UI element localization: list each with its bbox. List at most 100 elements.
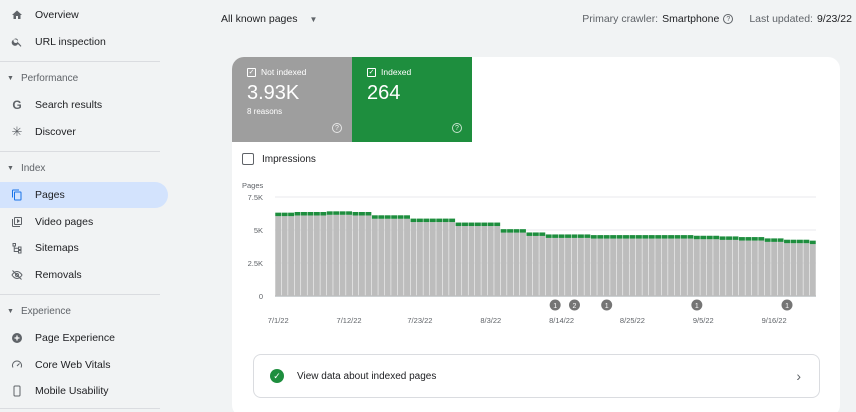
metric-value: 264 [367, 82, 401, 104]
divider [0, 61, 160, 62]
sidebar-item-url-inspection[interactable]: URL inspection [0, 29, 168, 55]
help-icon[interactable]: ? [723, 14, 734, 24]
bar-not-indexed [745, 240, 752, 296]
sidebar-item-core-web-vitals[interactable]: Core Web Vitals [0, 352, 168, 378]
bar-indexed [668, 235, 675, 239]
bar-indexed [771, 238, 778, 242]
help-icon[interactable]: ? [332, 123, 342, 133]
view-indexed-data-button[interactable]: ✓ View data about indexed pages › [253, 354, 820, 398]
bar-not-indexed [429, 222, 436, 296]
bar-not-indexed [571, 237, 578, 296]
bar-not-indexed [784, 243, 790, 296]
checkbox-checked-icon[interactable]: ✓ [367, 67, 376, 77]
bar-not-indexed [687, 238, 694, 296]
bar-indexed [719, 236, 726, 240]
caret-down-icon: ▼ [7, 307, 14, 315]
bar-not-indexed [507, 232, 514, 296]
metric-sub: 8 reasons [247, 107, 283, 116]
sidebar-item-mobile-usability[interactable]: Mobile Usability [0, 378, 168, 404]
bar-indexed [681, 235, 687, 239]
bar-not-indexed [449, 222, 456, 296]
bar-indexed [565, 234, 572, 238]
bar-not-indexed [771, 241, 778, 296]
sidebar-item-page-experience[interactable]: Page Experience [0, 325, 168, 351]
bar-indexed [313, 211, 320, 216]
search-icon [10, 35, 24, 49]
view-data-label: View data about indexed pages [297, 370, 437, 382]
bar-indexed [706, 235, 713, 240]
bar-indexed [552, 234, 559, 238]
bar-indexed [603, 235, 610, 239]
bar-indexed [610, 235, 617, 239]
bar-not-indexed [777, 241, 784, 296]
phone-icon [10, 384, 24, 398]
bar-indexed [732, 236, 739, 240]
sidebar-item-overview[interactable]: Overview [0, 2, 168, 28]
chevron-right-icon: › [796, 368, 801, 384]
bar-indexed [661, 235, 668, 239]
bar-indexed [365, 211, 372, 216]
bar-indexed [558, 234, 565, 238]
sidebar-item-search-results[interactable]: G Search results [0, 92, 168, 118]
checkbox-unchecked-icon[interactable] [242, 153, 254, 165]
x-tick-label: 7/1/22 [268, 316, 289, 325]
bar-indexed [294, 211, 301, 216]
bar-not-indexed [391, 218, 398, 296]
bar-indexed [442, 218, 449, 223]
google-g-icon: G [12, 98, 22, 112]
bar-indexed [693, 235, 700, 240]
impressions-toggle[interactable]: Impressions [242, 153, 316, 165]
pages-chart: 1 2 1 1 1 Pages 0 2.5K 5K 7.5K 7/1/22 7/12/22 7/23/… [242, 181, 816, 325]
annotation-marker [549, 299, 561, 311]
bar-not-indexed [700, 239, 707, 296]
section-index[interactable]: ▼ Index [0, 158, 168, 178]
bar-not-indexed [526, 235, 533, 296]
x-tick-label: 9/5/22 [693, 316, 714, 325]
sidebar-item-sitemaps[interactable]: Sitemaps [0, 235, 168, 261]
bar-not-indexed [809, 244, 816, 296]
gauge-icon [10, 358, 24, 372]
bar-not-indexed [693, 239, 700, 296]
bar-not-indexed [494, 226, 501, 296]
bar-not-indexed [294, 215, 301, 296]
sidebar-item-label: Core Web Vitals [35, 359, 111, 371]
bar-indexed [487, 222, 494, 227]
bar-not-indexed [764, 241, 771, 296]
bar-not-indexed [681, 238, 687, 296]
bar-not-indexed [577, 237, 584, 296]
bar-not-indexed [500, 232, 507, 296]
bar-not-indexed [635, 238, 642, 296]
section-experience[interactable]: ▼ Experience [0, 301, 168, 321]
section-label: Index [20, 162, 46, 174]
bar-not-indexed [655, 238, 662, 296]
sidebar-item-pages[interactable]: Pages [0, 182, 168, 208]
section-label: Experience [20, 305, 71, 317]
dropdown-arrow-icon: ▼ [309, 14, 318, 24]
bar-indexed [352, 211, 359, 216]
bar-not-indexed [462, 226, 468, 296]
annotation-marker [691, 299, 703, 311]
sidebar-item-removals[interactable]: Removals [0, 262, 168, 288]
bar-not-indexed [320, 215, 327, 296]
bar-not-indexed [790, 243, 797, 296]
x-tick-label: 7/23/22 [407, 316, 432, 325]
section-performance[interactable]: ▼ Performance [0, 68, 168, 88]
checkbox-checked-icon[interactable]: ✓ [247, 67, 256, 77]
bar-not-indexed [552, 237, 559, 296]
bar-not-indexed [281, 216, 288, 296]
bar-not-indexed [436, 222, 443, 296]
bar-indexed [358, 211, 365, 216]
bar-indexed [790, 239, 797, 244]
sitemap-icon [10, 241, 24, 255]
sidebar-item-discover[interactable]: ✳ Discover [0, 119, 168, 145]
bar-indexed [494, 222, 501, 227]
pages-filter-dropdown[interactable]: All known pages ▼ [221, 13, 317, 25]
bar-not-indexed [545, 237, 552, 296]
not-indexed-metric-tile[interactable]: ✓ Not indexed 3.93K 8 reasons ? [232, 57, 352, 142]
sidebar-item-video-pages[interactable]: Video pages [0, 209, 168, 235]
indexed-metric-tile[interactable]: ✓ Indexed 264 ? [352, 57, 472, 142]
sidebar-item-label: Video pages [35, 216, 94, 228]
bar-indexed [275, 212, 282, 217]
x-tick-label: 8/25/22 [620, 316, 645, 325]
help-icon[interactable]: ? [452, 123, 462, 133]
